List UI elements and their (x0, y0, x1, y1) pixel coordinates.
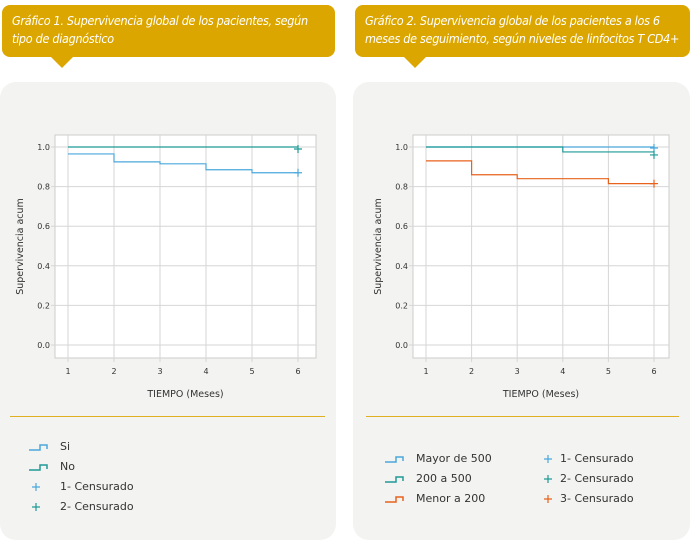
y-tick-label: 1.0 (395, 143, 408, 152)
x-tick-label: 3 (157, 367, 162, 376)
legend-label: 1- Censurado (60, 480, 134, 493)
legend-item-200-500: 200 a 500 (384, 472, 472, 485)
y-tick-label: 0.8 (395, 183, 408, 192)
legend-item-censored-2: 2- Censurado (28, 500, 134, 513)
legend-label: 1- Censurado (560, 452, 634, 465)
y-tick-label: 0.2 (37, 301, 50, 310)
chart1-title: Gráfico 1. Supervivencia global de los p… (12, 13, 308, 46)
censored-marker (294, 144, 302, 153)
x-tick-label: 6 (295, 367, 300, 376)
censored-marker (294, 168, 302, 177)
chart2-plot: 1 2 3 4 5 6 0.0 0.2 0.4 0.6 0.8 1.0 TIEMPO (Meses) Su… (373, 134, 670, 400)
legend-item-menor-200: Menor a 200 (384, 492, 485, 505)
survival-step-line (426, 146, 654, 153)
y-tick-label: 0.0 (37, 341, 50, 350)
x-tick-label: 6 (651, 367, 656, 376)
banner-pointer (51, 57, 73, 68)
legend-item-censored-1: 1- Censurado (28, 480, 134, 493)
plot-area (412, 134, 670, 359)
x-tick-label: 2 (111, 367, 116, 376)
y-axis-label: Supervivencia acum (15, 198, 26, 295)
legend-item-censored-2: 2- Censurado (540, 472, 634, 485)
y-tick-label: 1.0 (37, 143, 50, 152)
y-tick-label: 0.6 (395, 222, 408, 231)
y-tick-label: 0.4 (37, 262, 50, 271)
plus-icon (32, 482, 40, 491)
x-tick-label: 3 (515, 367, 520, 376)
step-line-icon (385, 495, 404, 503)
censored-marker (650, 150, 658, 159)
legend-label: 2- Censurado (560, 472, 634, 485)
step-line-icon (385, 475, 404, 483)
y-tick-label: 0.4 (395, 262, 408, 271)
plus-icon (544, 474, 552, 483)
x-axis-label: TIEMPO (Meses) (502, 389, 579, 400)
x-tick-label: 4 (560, 367, 565, 376)
survival-step-line (426, 160, 654, 185)
legend-item-no: No (28, 460, 75, 473)
x-tick-label: 5 (606, 367, 611, 376)
legend-label: 2- Censurado (60, 500, 134, 513)
chart1-divider (10, 416, 325, 417)
y-tick-label: 0.2 (395, 301, 408, 310)
chart1-title-banner: Gráfico 1. Supervivencia global de los p… (2, 5, 335, 68)
x-tick-label: 2 (469, 367, 474, 376)
legend-label: 3- Censurado (560, 492, 634, 505)
y-tick-label: 0.0 (395, 341, 408, 350)
legend-label: No (60, 460, 75, 473)
x-tick-label: 1 (423, 367, 428, 376)
chart2-title: Gráfico 2. Supervivencia global de los p… (365, 13, 680, 46)
legend-label: Mayor de 500 (416, 452, 492, 465)
censored-marker (650, 179, 658, 188)
survival-step-line (68, 153, 298, 174)
chart1-plot: 1 2 3 4 5 6 0.0 0.2 0.4 0.6 0.8 1.0 TIEMPO (Meses) Su… (15, 134, 317, 400)
y-tick-label: 0.8 (37, 183, 50, 192)
legend-label: Menor a 200 (416, 492, 486, 505)
chart2-title-banner: Gráfico 2. Supervivencia global de los p… (355, 5, 690, 68)
x-tick-label: 1 (65, 367, 70, 376)
x-tick-label: 4 (203, 367, 208, 376)
legend-label: 200 a 500 (416, 472, 472, 485)
x-axis-label: TIEMPO (Meses) (146, 389, 223, 400)
x-tick-label: 5 (249, 367, 254, 376)
y-axis-label: Supervivencia acum (373, 198, 384, 295)
legend-label: Si (60, 440, 71, 453)
step-line-icon (29, 463, 48, 471)
legend-item-si: Si (28, 440, 70, 453)
plus-icon (544, 494, 552, 503)
legend-item-censored-1: 1- Censurado (540, 452, 634, 465)
y-tick-label: 0.6 (37, 222, 50, 231)
censored-marker (650, 143, 658, 152)
chart2-divider (366, 416, 679, 417)
step-line-icon (29, 443, 48, 451)
plot-area (54, 134, 317, 359)
legend-item-mayor-500: Mayor de 500 (384, 452, 492, 465)
step-line-icon (385, 455, 404, 463)
legend-item-censored-3: 3- Censurado (540, 492, 634, 505)
banner-pointer (404, 57, 426, 68)
plus-icon (544, 454, 552, 463)
plus-icon (32, 502, 40, 511)
